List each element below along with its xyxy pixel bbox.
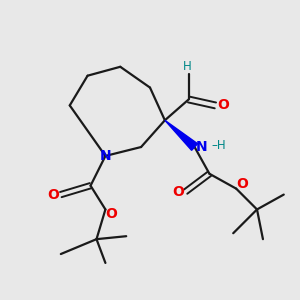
- Text: O: O: [105, 207, 117, 221]
- Text: –H: –H: [211, 139, 226, 152]
- Text: O: O: [236, 177, 248, 191]
- Text: N: N: [100, 149, 111, 163]
- Text: H: H: [183, 60, 191, 73]
- Text: O: O: [217, 98, 229, 112]
- Text: O: O: [172, 184, 184, 199]
- Polygon shape: [165, 120, 198, 150]
- Text: N: N: [196, 140, 208, 154]
- Text: O: O: [47, 188, 59, 202]
